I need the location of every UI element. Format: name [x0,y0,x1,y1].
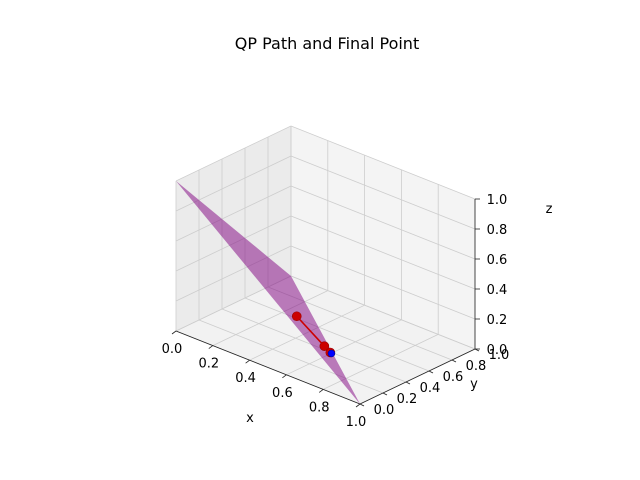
y-tick-label-1: 0.2 [397,392,418,407]
axes-edges [175,199,476,405]
grid-floor-y-1 [198,319,384,394]
grid-floor-y-3 [244,297,430,372]
y-tick-5 [474,348,480,352]
x-axis-line [175,330,361,405]
x-tick-label-0: 0.0 [162,342,183,357]
z-tick-label-0: 0.0 [487,343,508,358]
y-tick-3 [428,370,434,374]
grid-floor-x-3 [286,319,402,376]
x-tick-label-3: 0.6 [272,386,293,401]
y-tick-label-3: 0.6 [443,370,464,385]
tick-labels: 0.00.00.00.20.20.20.40.40.40.60.60.60.80… [162,193,510,430]
path-point-1 [319,341,330,351]
z-tick-label-4: 0.8 [487,223,508,238]
y-axis-line [359,348,476,405]
grid-side-z-1 [175,245,292,302]
x-tick-2 [245,359,250,364]
z-axis-label: z [546,202,553,217]
grid-floor-y-5 [290,275,476,350]
z-tick-label-2: 0.4 [487,283,508,298]
x-tick-1 [208,345,214,349]
grid-back-z-3 [290,185,476,260]
y-tick-1 [382,392,388,396]
z-tick-label-3: 0.6 [487,253,508,268]
grid-back-z-5 [290,125,476,200]
x-tick-0 [171,330,177,335]
y-tick-label-4: 0.8 [466,359,487,374]
y-axis-label: y [470,377,478,392]
y-tick-4 [451,359,457,363]
tick-marks [171,198,480,408]
grid-back-z-4 [290,155,476,230]
x-tick-label-5: 1.0 [346,415,367,430]
grid-back-z-1 [290,245,476,320]
axes-panes [175,125,476,405]
y-tick-label-5: 1.0 [489,348,510,363]
x-tick-4 [318,389,324,393]
x-tick-label-4: 0.8 [309,400,330,415]
x-tick-label-2: 0.4 [235,371,256,386]
final-point-marker [327,349,336,358]
grid-back-z-2 [290,215,476,290]
z-tick-label-5: 1.0 [487,193,508,208]
grid-floor-x-1 [212,290,328,346]
grid-side-z-3 [175,185,292,242]
x-tick-3 [282,374,287,379]
final-point [327,349,336,358]
y-tick-2 [405,381,411,385]
path-point-0 [291,311,302,322]
x-axis-label: x [246,411,254,426]
grid-side-z-5 [175,125,292,182]
z-tick-label-1: 0.2 [487,313,508,328]
y-tick-0 [359,403,365,407]
y-tick-label-0: 0.0 [374,403,395,418]
x-tick-5 [355,403,361,408]
y-tick-label-2: 0.4 [420,381,441,396]
x-tick-label-1: 0.2 [198,357,219,372]
plane-surface [176,181,360,404]
constraint-plane [176,181,360,404]
chart-title: QP Path and Final Point [235,34,419,53]
